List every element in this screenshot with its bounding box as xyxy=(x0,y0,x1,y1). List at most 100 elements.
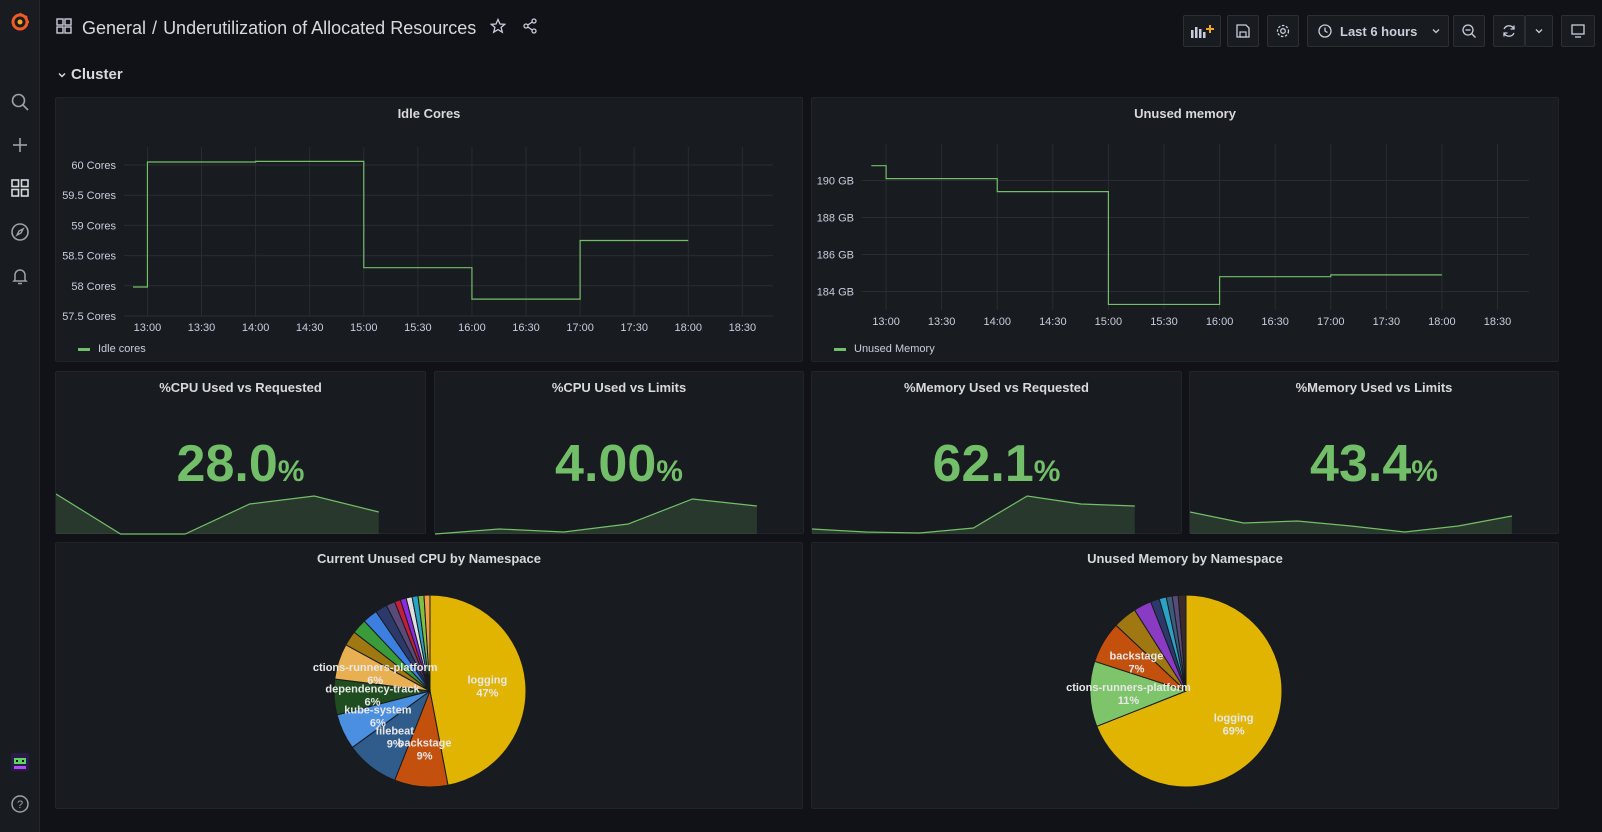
sparkline-line xyxy=(435,498,757,535)
explore-compass-icon[interactable] xyxy=(8,220,32,244)
pie-label-name: logging xyxy=(1214,712,1254,724)
sparkline-area xyxy=(812,496,1135,534)
y-tick-label: 188 GB xyxy=(817,213,854,225)
x-tick-label: 18:00 xyxy=(675,322,703,334)
x-tick-label: 13:00 xyxy=(134,322,162,334)
time-range-picker[interactable]: Last 6 hours xyxy=(1307,15,1449,47)
panel-cpu-used-vs-limits[interactable]: %CPU Used vs Limits 4.00% xyxy=(434,371,804,535)
y-tick-label: 57.5 Cores xyxy=(62,311,116,323)
bell-alerting-icon[interactable] xyxy=(8,264,32,288)
panel-title: %Memory Used vs Requested xyxy=(904,380,1089,395)
sparkline-area xyxy=(1190,512,1512,534)
zoom-out-icon xyxy=(1462,24,1476,38)
breadcrumb-folder[interactable]: General xyxy=(82,18,147,38)
refresh-interval-dropdown[interactable] xyxy=(1525,15,1553,47)
add-panel-button[interactable] xyxy=(1183,15,1221,47)
pie-label-name: logging xyxy=(467,675,507,687)
stat-number: 28.0 xyxy=(176,435,278,493)
panel-idle-cores[interactable]: Idle Cores 13:00 13:30 14:00 14:30 15:00 15:3… xyxy=(55,97,803,362)
pie-slice-logging[interactable] xyxy=(1096,594,1283,788)
panel-unused-cpu-by-namespace[interactable]: Current Unused CPU by Namespace logging 4… xyxy=(55,542,803,809)
stat-value: 4.00% xyxy=(435,434,803,494)
panel-unused-memory-by-namespace[interactable]: Unused Memory by Namespace logging 69% cti… xyxy=(811,542,1559,809)
pie-label-pct: 7% xyxy=(1128,664,1144,676)
gear-icon xyxy=(1276,24,1290,38)
legend-swatch xyxy=(78,347,90,351)
x-tick-label: 13:30 xyxy=(928,316,956,328)
panel-title: %Memory Used vs Limits xyxy=(1295,380,1453,395)
y-tick-label: 186 GB xyxy=(817,250,854,262)
stat-number: 62.1 xyxy=(932,435,1034,493)
pie-label-name: ctions-runners-platform xyxy=(1066,682,1191,694)
row-cluster-header[interactable]: Cluster xyxy=(57,66,123,83)
x-tick-label: 18:30 xyxy=(729,322,757,334)
x-tick-label: 17:00 xyxy=(1317,316,1345,328)
time-range-label: Last 6 hours xyxy=(1340,23,1418,39)
pie-label-name: backstage xyxy=(1110,651,1164,663)
x-tick-label: 17:30 xyxy=(620,322,648,334)
x-tick-label: 14:30 xyxy=(296,322,324,334)
plus-icon[interactable] xyxy=(8,133,32,157)
y-tick-label: 58.5 Cores xyxy=(62,251,116,263)
zoom-out-button[interactable] xyxy=(1453,15,1485,47)
y-tick-label: 58 Cores xyxy=(71,281,116,293)
legend-label: Idle cores xyxy=(98,343,146,355)
pie-label-pct: 47% xyxy=(476,688,498,700)
y-tick-label: 59 Cores xyxy=(71,220,116,232)
sparkline-area xyxy=(435,499,757,534)
refresh-button[interactable] xyxy=(1493,15,1525,47)
pie-label-pct: 9% xyxy=(387,739,403,751)
legend-unused-memory[interactable]: Unused Memory xyxy=(834,343,935,355)
svg-text:?: ? xyxy=(17,799,23,811)
panel-unused-memory[interactable]: Unused memory 13:00 13:30 14:00 14:30 15:00 1… xyxy=(811,97,1559,362)
pie-label-pct: 6% xyxy=(367,675,383,687)
help-icon[interactable]: ? xyxy=(8,792,32,816)
panel-title: Idle Cores xyxy=(397,106,461,121)
sparkline xyxy=(1190,511,1513,534)
grafana-logo-icon[interactable] xyxy=(8,10,32,34)
tv-mode-button[interactable] xyxy=(1561,15,1595,47)
x-tick-label: 16:00 xyxy=(458,322,486,334)
share-icon[interactable] xyxy=(522,18,538,39)
user-avatar-icon[interactable] xyxy=(8,750,32,774)
x-tick-label: 14:00 xyxy=(242,322,270,334)
pie-label-pct: 9% xyxy=(417,750,433,762)
panel-memory-used-vs-requested[interactable]: %Memory Used vs Requested 62.1% xyxy=(811,371,1182,534)
stat-unit: % xyxy=(1411,455,1438,488)
stat-value: 28.0% xyxy=(56,434,425,494)
unused-memory-chart: 13:00 13:30 14:00 14:30 15:00 15:30 16:00 16:30… xyxy=(817,144,1529,328)
save-dashboard-button[interactable] xyxy=(1227,15,1259,47)
pie-label-pct: 6% xyxy=(365,697,381,709)
x-tick-label: 14:00 xyxy=(983,316,1011,328)
sparkline-line xyxy=(56,493,379,535)
legend-swatch xyxy=(834,347,846,351)
legend-idle-cores[interactable]: Idle cores xyxy=(78,343,146,355)
pie-label-pct: 69% xyxy=(1223,725,1245,737)
pie-slice-s17[interactable] xyxy=(423,594,431,692)
star-icon[interactable] xyxy=(489,17,507,39)
stat-unit: % xyxy=(1033,455,1061,488)
panel-cpu-used-vs-requested[interactable]: %CPU Used vs Requested 28.0% xyxy=(55,371,426,535)
sparkline-line xyxy=(1190,511,1513,533)
dashboards-icon[interactable] xyxy=(8,176,32,200)
save-icon xyxy=(1236,24,1250,38)
pie-slice-actions-runners-platform[interactable] xyxy=(1089,660,1188,727)
breadcrumb-separator: / xyxy=(152,18,158,38)
pie-slice-logging[interactable] xyxy=(429,594,527,786)
add-panel-icon xyxy=(1191,25,1214,38)
settings-button[interactable] xyxy=(1267,15,1299,47)
clock-icon xyxy=(1318,24,1332,38)
pie-slice-s10[interactable] xyxy=(1177,594,1187,692)
x-tick-label: 16:30 xyxy=(1261,316,1289,328)
x-tick-label: 13:00 xyxy=(872,316,900,328)
search-icon[interactable] xyxy=(8,90,32,114)
pie-label-name: filebeat xyxy=(375,726,414,738)
panel-memory-used-vs-limits[interactable]: %Memory Used vs Limits 43.4% xyxy=(1189,371,1559,534)
x-tick-label: 15:30 xyxy=(1150,316,1178,328)
dashboard-title[interactable]: Underutilization of Allocated Resources xyxy=(163,18,477,38)
x-tick-label: 15:00 xyxy=(350,322,378,334)
dashboard-grid-icon xyxy=(56,18,72,39)
sparkline-line xyxy=(812,495,1135,534)
